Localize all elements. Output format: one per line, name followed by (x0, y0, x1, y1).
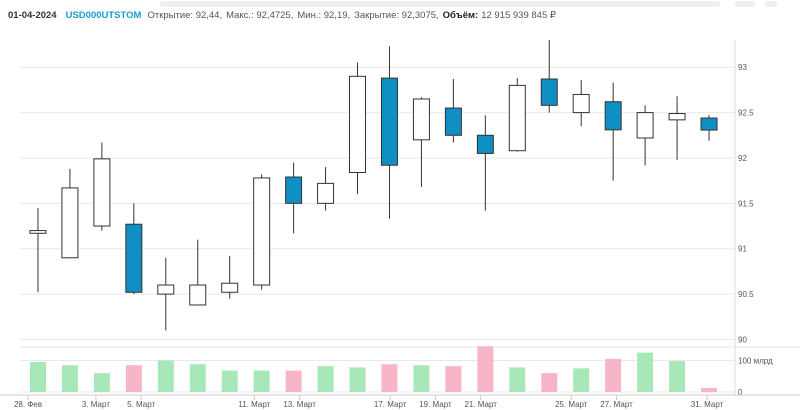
x-tick-label: 31. Март (691, 400, 724, 409)
price-axis: 93 92.5 92 91.5 91 90.5 90 (734, 40, 754, 395)
volume-bar (93, 373, 110, 392)
y-tick-label: 92.5 (738, 109, 754, 118)
volume-bar (29, 362, 46, 392)
info-date: 01-04-2024 (8, 10, 57, 21)
info-open-value: 92,44, (195, 10, 223, 21)
info-high-label: Макс.: (226, 10, 254, 21)
candle-body (285, 176, 303, 204)
x-tick-label: 13. Март (283, 400, 316, 409)
candle-body (444, 107, 462, 136)
candle-body (29, 230, 47, 234)
y-tick-label: 92 (738, 154, 747, 163)
y-tick-label: 90.5 (738, 290, 754, 299)
date-axis: 28. Фев 3. Март 5. Март 11. Март 13. Март 17.… (0, 394, 800, 409)
volume-bar (605, 358, 622, 392)
y-tick-label: 90 (738, 335, 747, 344)
x-tick-label: 21. Март (464, 400, 497, 409)
volume-bar (125, 365, 142, 392)
volume-bar (285, 370, 302, 392)
top-scroll-track[interactable] (160, 1, 720, 7)
y-tick-label: 91 (738, 245, 747, 254)
candle-body (540, 78, 558, 106)
candle-body (157, 284, 175, 295)
candle-body (349, 75, 367, 173)
candle-body (476, 134, 494, 154)
volume-bar (253, 370, 270, 392)
volume-bar (477, 346, 494, 392)
top-scroll-bar (0, 0, 800, 8)
top-bar-control-2[interactable] (765, 1, 777, 7)
top-bar-control[interactable] (735, 1, 755, 7)
candle-body (380, 77, 398, 166)
candle-body (189, 284, 207, 306)
x-tick-label: 5. Март (127, 400, 155, 409)
x-tick-label: 27. Март (600, 400, 633, 409)
candle-body (604, 101, 622, 131)
candle-body (125, 223, 143, 293)
info-close-label: Закрытие: (354, 10, 400, 21)
candle-body (93, 158, 111, 227)
volume-panel: 100 млрд 0 (20, 346, 773, 397)
x-tick-label: 28. Фев (14, 400, 42, 409)
info-volume-value: 12 915 939 845 ₽ (481, 10, 556, 21)
y-tick-label: 91.5 (738, 199, 754, 208)
info-open-label: Открытие: (147, 10, 194, 21)
volume-bar (381, 364, 398, 392)
volume-bar (541, 373, 558, 392)
candle-body (700, 117, 718, 131)
info-close-value: 92,3075, (401, 10, 439, 21)
info-low-label: Мин.: (297, 10, 322, 21)
volume-bar (413, 365, 430, 392)
volume-bar (701, 387, 718, 392)
info-high-value: 92,4725, (256, 10, 294, 21)
volume-bar (189, 364, 206, 392)
info-ticker[interactable]: USD000UTSTOM (65, 10, 142, 21)
volume-bar (317, 366, 334, 392)
candle-body (636, 112, 654, 139)
candle-body (508, 84, 526, 152)
x-tick-label: 11. Март (238, 400, 270, 409)
candle-body (572, 93, 590, 114)
volume-bar (61, 365, 78, 392)
info-volume-label: Объём: (442, 10, 479, 21)
candles-layer (29, 40, 718, 331)
volume-tick-label: 0 (738, 388, 743, 397)
candle-body (253, 177, 271, 286)
x-tick-label: 19. Март (419, 400, 452, 409)
price-grid (20, 66, 800, 348)
volume-bar (445, 366, 462, 392)
candle-info-bar: 01-04-2024 USD000UTSTOM Открытие: 92,44,… (8, 10, 560, 21)
y-tick-label: 93 (738, 63, 747, 72)
volume-bar (221, 370, 238, 392)
candle-body (668, 113, 686, 121)
x-tick-label: 25. Март (555, 400, 588, 409)
candle-body (317, 182, 335, 204)
volume-tick-label: 100 млрд (738, 356, 773, 365)
x-tick-label: 17. Март (374, 400, 407, 409)
volume-bar (157, 360, 174, 392)
volume-bar (509, 367, 526, 392)
candle-body (412, 98, 430, 141)
candle-body (61, 187, 79, 259)
x-tick-label: 3. Март (82, 400, 110, 409)
info-low-value: 92,19, (323, 10, 351, 21)
volume-bar (573, 368, 590, 392)
candle-body (221, 282, 239, 293)
volume-bar (637, 352, 654, 392)
volume-bar (669, 361, 686, 392)
volume-bar (349, 367, 366, 392)
